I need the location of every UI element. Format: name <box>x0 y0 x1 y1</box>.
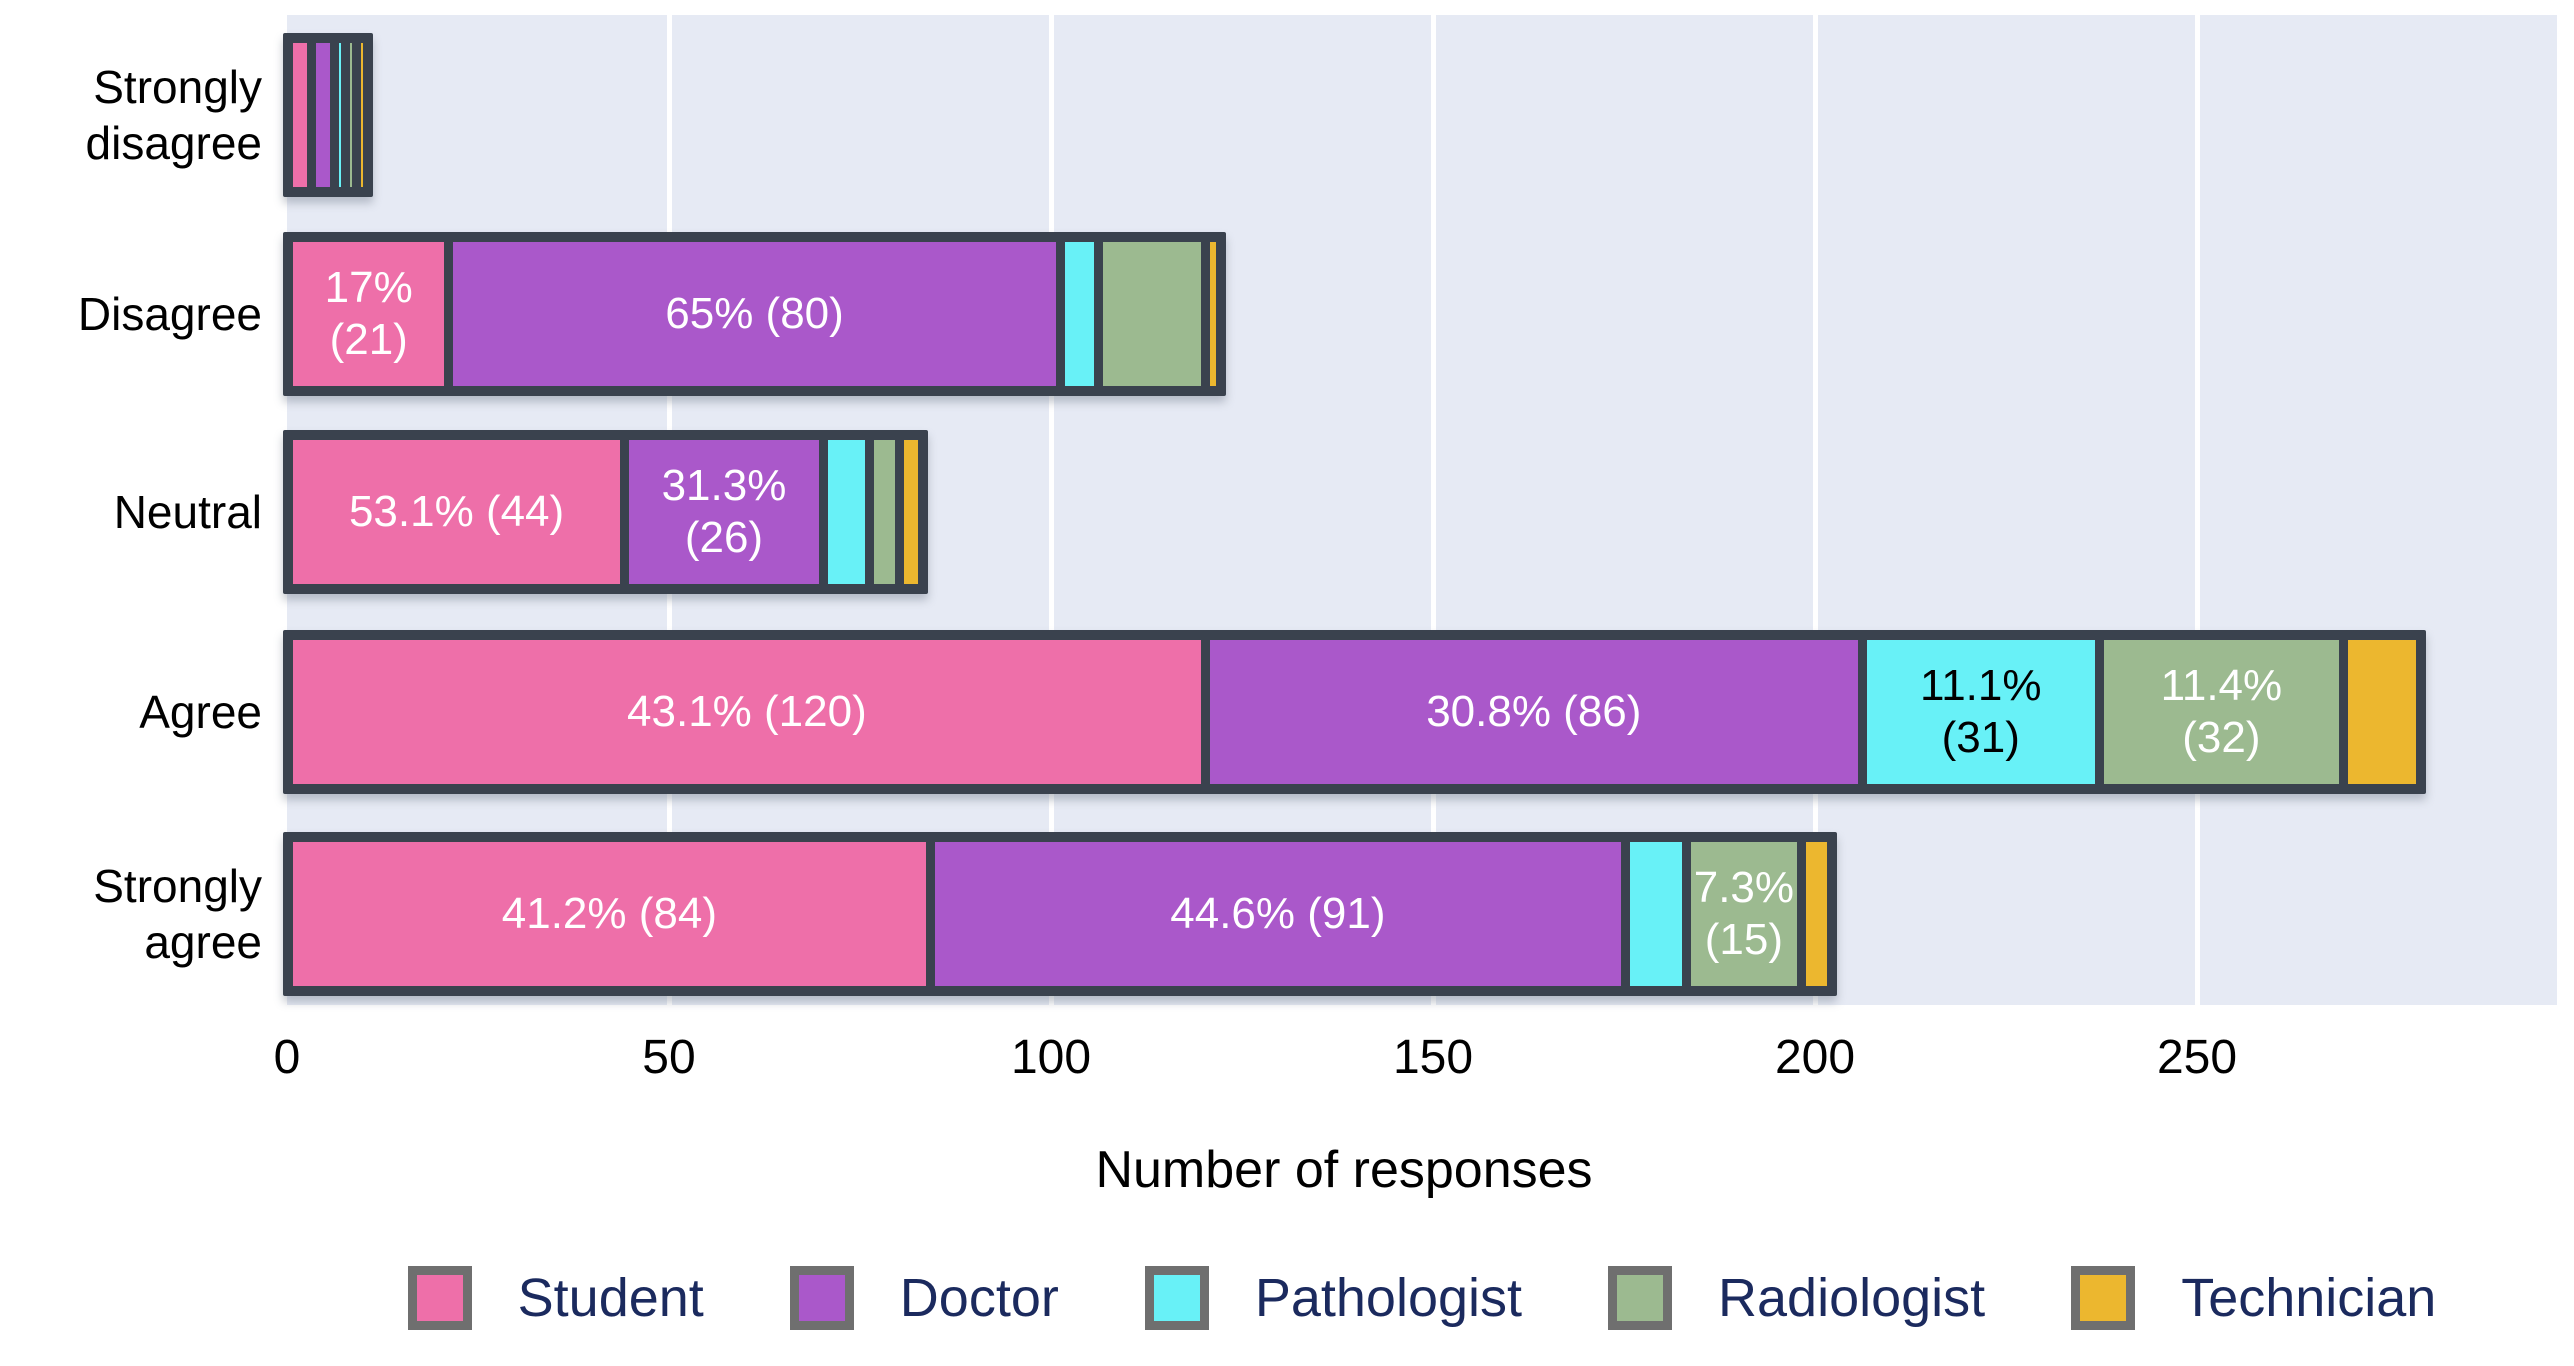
bar-segment-pathologist: 11.1% (31) <box>1866 640 2095 784</box>
bar-segment-radiologist <box>873 440 896 584</box>
bar-segment-doctor: 44.6% (91) <box>934 842 1621 986</box>
bar-segment-technician <box>360 43 363 187</box>
segment-value-label: 11.1% (31) <box>1919 661 2042 762</box>
bar-segment-doctor: 30.8% (86) <box>1209 640 1858 784</box>
grid-line <box>1430 15 1436 1005</box>
legend-item-student: Student <box>407 1266 704 1330</box>
bar-segment-pathologist <box>827 440 865 584</box>
segment-value-label: 65% (80) <box>665 289 844 339</box>
x-tick-label: 50 <box>642 1031 696 1084</box>
segment-value-label: 30.8% (86) <box>1426 687 1642 737</box>
bar-segment-doctor: 31.3% (26) <box>629 440 819 584</box>
bar-segment-radiologist <box>349 43 352 187</box>
legend-label: Pathologist <box>1254 1268 1523 1328</box>
segment-value-label: 31.3% (26) <box>661 461 787 562</box>
legend-item-pathologist: Pathologist <box>1144 1266 1523 1330</box>
x-axis-title: Number of responses <box>1095 1141 1593 1199</box>
y-axis-label: Disagree <box>77 287 262 340</box>
legend-label: Doctor <box>899 1268 1059 1328</box>
y-axis-label: Strongly disagree <box>85 60 262 169</box>
legend-swatch-student <box>407 1266 472 1330</box>
bar-segment-student: 53.1% (44) <box>293 440 621 584</box>
legend-label: Student <box>517 1268 704 1328</box>
x-tick-label: 100 <box>1010 1031 1092 1084</box>
legend-item-technician: Technician <box>2071 1266 2436 1330</box>
legend-label: Technician <box>2181 1268 2437 1328</box>
x-tick-label: 150 <box>1392 1031 1474 1084</box>
bar-segment-technician <box>1209 242 1217 386</box>
legend-swatch-doctor <box>789 1266 854 1330</box>
legend-swatch-technician <box>2071 1266 2136 1330</box>
bar-segment-radiologist: 7.3% (15) <box>1691 842 1797 986</box>
x-tick-label: 200 <box>1774 1031 1856 1084</box>
bar-segment-pathologist <box>1629 842 1683 986</box>
legend: Student Doctor Pathologist Radiologist Techn… <box>287 1258 2557 1338</box>
y-axis-label: Strongly agree <box>93 859 262 968</box>
bar-segment-pathologist <box>1064 242 1094 386</box>
legend-item-doctor: Doctor <box>789 1266 1059 1330</box>
x-tick-label: 0 <box>273 1031 301 1084</box>
bar-segment-radiologist: 11.4% (32) <box>2103 640 2340 784</box>
bar-segment-technician <box>2348 640 2416 784</box>
bar-row-strongly-agree: 41.2% (84) 44.6% (91) 7.3% (15) <box>283 832 1838 996</box>
legend-swatch-radiologist <box>1608 1266 1673 1330</box>
y-axis-label: Neutral <box>113 485 262 538</box>
y-axis-label: Agree <box>139 685 262 738</box>
bar-row-neutral: 53.1% (44) 31.3% (26) <box>283 430 929 594</box>
bar-row-disagree: 17% (21) 65% (80) <box>283 232 1227 396</box>
bar-segment-student: 17% (21) <box>293 242 445 386</box>
legend-label: Radiologist <box>1718 1268 1986 1328</box>
bar-segment-doctor <box>315 43 330 187</box>
grid-line <box>1812 15 1818 1005</box>
bar-segment-student: 41.2% (84) <box>293 842 926 986</box>
bar-segment-pathologist <box>338 43 341 187</box>
grid-line <box>1048 15 1054 1005</box>
bar-segment-student <box>293 43 307 187</box>
segment-value-label: 44.6% (91) <box>1170 889 1386 939</box>
bar-segment-radiologist <box>1102 242 1201 386</box>
bar-segment-technician <box>904 440 919 584</box>
bar-segment-student: 43.1% (120) <box>293 640 1201 784</box>
segment-value-label: 53.1% (44) <box>348 487 565 537</box>
bar-segment-technician <box>1805 842 1828 986</box>
segment-value-label: 11.4% (32) <box>2160 661 2283 762</box>
segment-value-label: 7.3% (15) <box>1693 863 1795 964</box>
legend-swatch-pathologist <box>1144 1266 1209 1330</box>
x-tick-label: 250 <box>2156 1031 2238 1084</box>
bar-row-strongly-disagree <box>283 33 373 197</box>
segment-value-label: 43.1% (120) <box>627 687 867 737</box>
grid-line <box>2194 15 2200 1005</box>
segment-value-label: 17% (21) <box>324 263 413 364</box>
bar-segment-doctor: 65% (80) <box>453 242 1056 386</box>
legend-item-radiologist: Radiologist <box>1608 1266 1985 1330</box>
segment-value-label: 41.2% (84) <box>501 889 717 939</box>
bar-row-agree: 43.1% (120) 30.8% (86) 11.1% (31) 11.4% (32… <box>283 630 2426 794</box>
